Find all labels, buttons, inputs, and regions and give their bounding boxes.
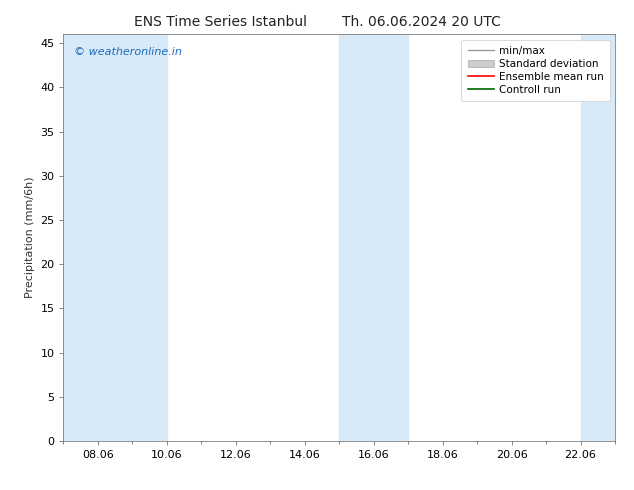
Text: © weatheronline.in: © weatheronline.in	[74, 47, 183, 56]
Bar	[581, 34, 615, 441]
Bar	[133, 34, 167, 441]
Legend: min/max, Standard deviation, Ensemble mean run, Controll run: min/max, Standard deviation, Ensemble me…	[462, 40, 610, 101]
Bar	[373, 34, 408, 441]
Y-axis label: Precipitation (mm/6h): Precipitation (mm/6h)	[25, 177, 35, 298]
Text: ENS Time Series Istanbul        Th. 06.06.2024 20 UTC: ENS Time Series Istanbul Th. 06.06.2024 …	[134, 15, 500, 29]
Bar	[339, 34, 373, 441]
Bar	[63, 34, 133, 441]
